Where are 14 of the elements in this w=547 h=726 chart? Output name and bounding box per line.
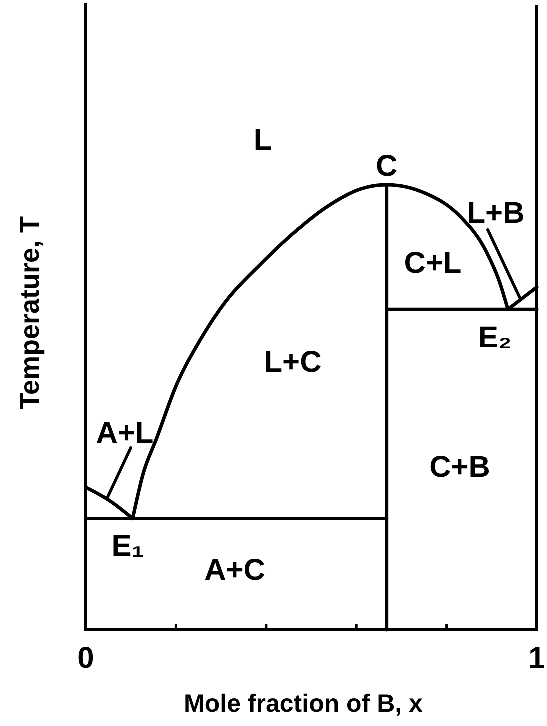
- annotation: L+B: [467, 196, 525, 230]
- x-tick-label: 1: [528, 642, 546, 675]
- annotation: E₁: [112, 529, 144, 562]
- x-tick-label: 0: [78, 642, 94, 675]
- annotation: A+C: [204, 554, 266, 586]
- annotation: A+L: [96, 416, 154, 450]
- annotation: C+B: [430, 450, 490, 484]
- annotation: C+L: [404, 246, 462, 280]
- annotation: C: [376, 150, 398, 182]
- annotation: L+C: [264, 346, 322, 378]
- text: L: [254, 124, 272, 156]
- y-axis-title: Temperature, T: [15, 216, 45, 410]
- x-axis-title: Mole fraction of B, x: [184, 690, 424, 718]
- annotation: E₂: [478, 321, 512, 354]
